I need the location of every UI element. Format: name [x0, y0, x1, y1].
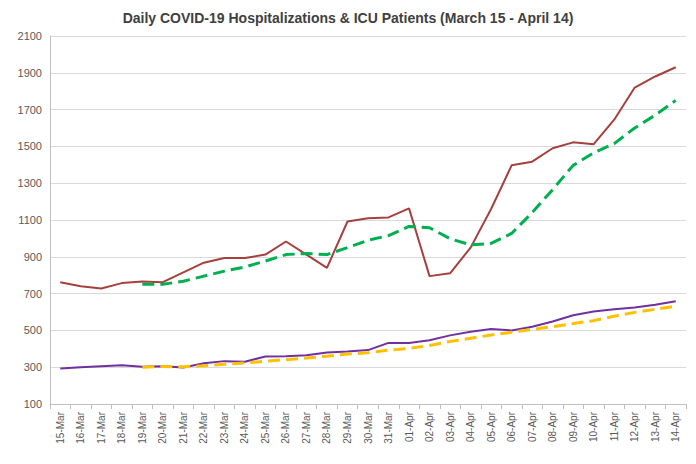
- svg-text:02-Apr: 02-Apr: [424, 411, 435, 442]
- svg-text:11-Apr: 11-Apr: [609, 411, 620, 441]
- svg-text:04-Apr: 04-Apr: [465, 411, 476, 442]
- svg-text:28-Mar: 28-Mar: [321, 411, 332, 443]
- svg-text:21-Mar: 21-Mar: [178, 411, 189, 443]
- svg-text:1500: 1500: [18, 140, 42, 152]
- svg-text:26-Mar: 26-Mar: [280, 411, 291, 443]
- svg-text:10-Apr: 10-Apr: [588, 411, 599, 442]
- svg-text:07-Apr: 07-Apr: [527, 411, 538, 442]
- svg-text:09-Apr: 09-Apr: [568, 411, 579, 442]
- svg-text:31-Mar: 31-Mar: [383, 411, 394, 443]
- svg-text:14-Apr: 14-Apr: [670, 411, 681, 442]
- svg-text:03-Apr: 03-Apr: [445, 411, 456, 442]
- svg-text:500: 500: [24, 324, 42, 336]
- svg-text:25-Mar: 25-Mar: [260, 411, 271, 443]
- svg-text:16-Mar: 16-Mar: [75, 411, 86, 443]
- svg-text:300: 300: [24, 361, 42, 373]
- svg-text:2100: 2100: [18, 30, 42, 42]
- svg-text:100: 100: [24, 398, 42, 410]
- svg-text:700: 700: [24, 288, 42, 300]
- svg-text:22-Mar: 22-Mar: [198, 411, 209, 443]
- svg-text:1700: 1700: [18, 104, 42, 116]
- svg-text:17-Mar: 17-Mar: [96, 411, 107, 443]
- svg-text:23-Mar: 23-Mar: [219, 411, 230, 443]
- svg-text:27-Mar: 27-Mar: [301, 411, 312, 443]
- svg-text:30-Mar: 30-Mar: [363, 411, 374, 443]
- svg-text:19-Mar: 19-Mar: [137, 411, 148, 443]
- svg-text:1100: 1100: [18, 214, 42, 226]
- svg-text:29-Mar: 29-Mar: [342, 411, 353, 443]
- svg-text:15-Mar: 15-Mar: [55, 411, 66, 443]
- svg-text:Daily COVID-19 Hospitalization: Daily COVID-19 Hospitalizations & ICU Pa…: [123, 10, 574, 26]
- svg-text:06-Apr: 06-Apr: [506, 411, 517, 442]
- svg-text:05-Apr: 05-Apr: [486, 411, 497, 442]
- svg-text:18-Mar: 18-Mar: [116, 411, 127, 443]
- svg-text:01-Apr: 01-Apr: [404, 411, 415, 442]
- svg-text:900: 900: [24, 251, 42, 263]
- svg-text:13-Apr: 13-Apr: [650, 411, 661, 442]
- svg-text:1300: 1300: [18, 177, 42, 189]
- svg-text:1900: 1900: [18, 67, 42, 79]
- svg-text:12-Apr: 12-Apr: [629, 411, 640, 442]
- svg-text:24-Mar: 24-Mar: [239, 411, 250, 443]
- svg-text:20-Mar: 20-Mar: [157, 411, 168, 443]
- svg-text:08-Apr: 08-Apr: [547, 411, 558, 442]
